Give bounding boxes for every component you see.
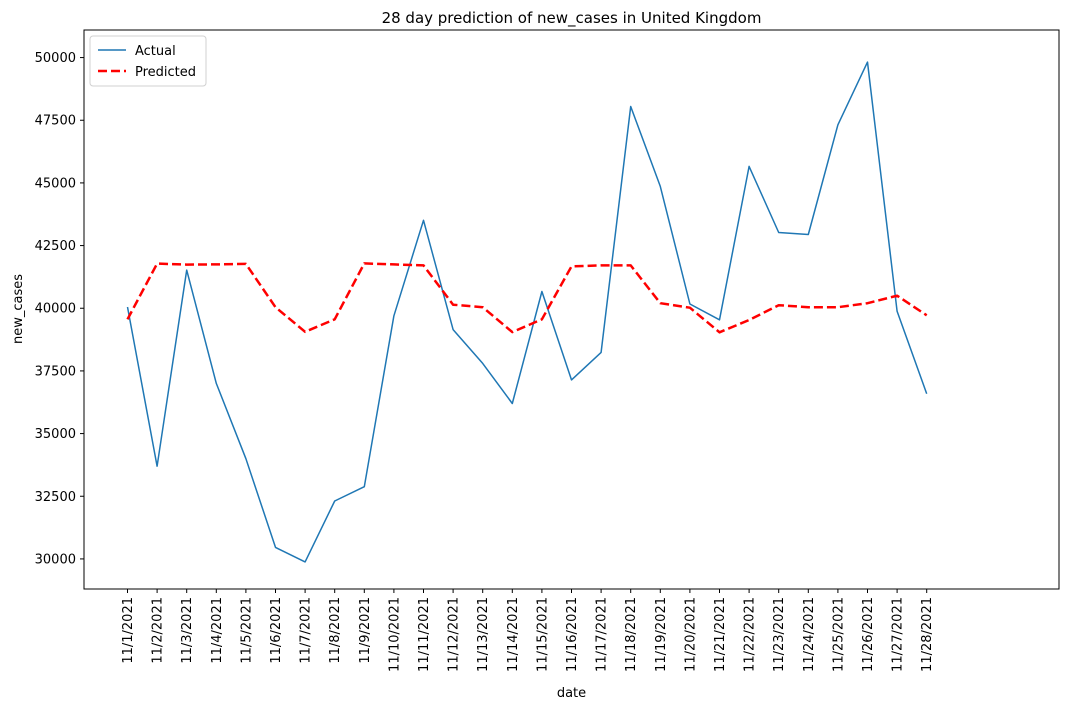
x-tick-label: 11/2/2021 (151, 597, 166, 664)
x-tick-label: 11/4/2021 (210, 597, 225, 664)
y-tick-label: 32500 (35, 490, 76, 505)
y-tick-label: 35000 (35, 427, 76, 442)
x-tick-label: 11/22/2021 (743, 597, 758, 672)
x-tick-label: 11/14/2021 (506, 597, 521, 672)
x-tick-label: 11/9/2021 (358, 597, 373, 664)
y-tick-label: 50000 (35, 51, 76, 66)
y-tick-label: 30000 (35, 552, 76, 567)
x-tick-label: 11/17/2021 (595, 597, 610, 672)
y-tick-label: 47500 (35, 114, 76, 129)
x-tick-label: 11/18/2021 (624, 597, 639, 672)
legend: Actual Predicted (89, 35, 207, 87)
chart-title: 28 day prediction of new_cases in United… (382, 9, 762, 28)
x-tick-label: 11/8/2021 (328, 597, 343, 664)
x-tick-label: 11/6/2021 (269, 597, 284, 664)
legend-box (89, 35, 207, 87)
legend-label-predicted: Predicted (135, 65, 196, 80)
x-tick-label: 11/3/2021 (180, 597, 195, 664)
y-tick-label: 42500 (35, 239, 76, 254)
x-tick-label: 11/20/2021 (683, 597, 698, 672)
series-line-actual (126, 61, 928, 563)
x-tick-label: 11/5/2021 (239, 597, 254, 664)
x-tick-label: 11/11/2021 (417, 597, 432, 672)
x-axis-label: date (557, 686, 586, 701)
y-axis-label: new_cases (11, 274, 26, 344)
x-tick-label: 11/7/2021 (299, 597, 314, 664)
x-tick-label: 11/13/2021 (476, 597, 491, 672)
x-tick-label: 11/21/2021 (713, 597, 728, 672)
x-tick-label: 11/16/2021 (565, 597, 580, 672)
x-tick-label: 11/23/2021 (772, 597, 787, 672)
y-tick-label: 40000 (35, 302, 76, 317)
y-tick-label: 37500 (35, 364, 76, 379)
x-tick-label: 11/15/2021 (535, 597, 550, 672)
plot-series (126, 61, 928, 563)
x-tick-label: 11/19/2021 (654, 597, 669, 672)
x-axis: 11/1/2021 11/2/2021 11/3/2021 11/4/2021 11/5… (121, 589, 935, 672)
x-tick-label: 11/27/2021 (891, 597, 906, 672)
series-line-predicted (126, 262, 928, 334)
x-tick-label: 11/12/2021 (447, 597, 462, 672)
y-axis: 30000 32500 35000 37500 40000 42500 45000 47500… (35, 51, 84, 567)
x-tick-label: 11/24/2021 (802, 597, 817, 672)
x-tick-label: 11/28/2021 (920, 597, 935, 672)
x-tick-label: 11/26/2021 (861, 597, 876, 672)
x-tick-label: 11/10/2021 (387, 597, 402, 672)
legend-label-actual: Actual (135, 44, 176, 59)
x-tick-label: 11/1/2021 (121, 597, 136, 664)
x-tick-label: 11/25/2021 (831, 597, 846, 672)
y-tick-label: 45000 (35, 176, 76, 191)
plot-frame (83, 29, 1060, 590)
